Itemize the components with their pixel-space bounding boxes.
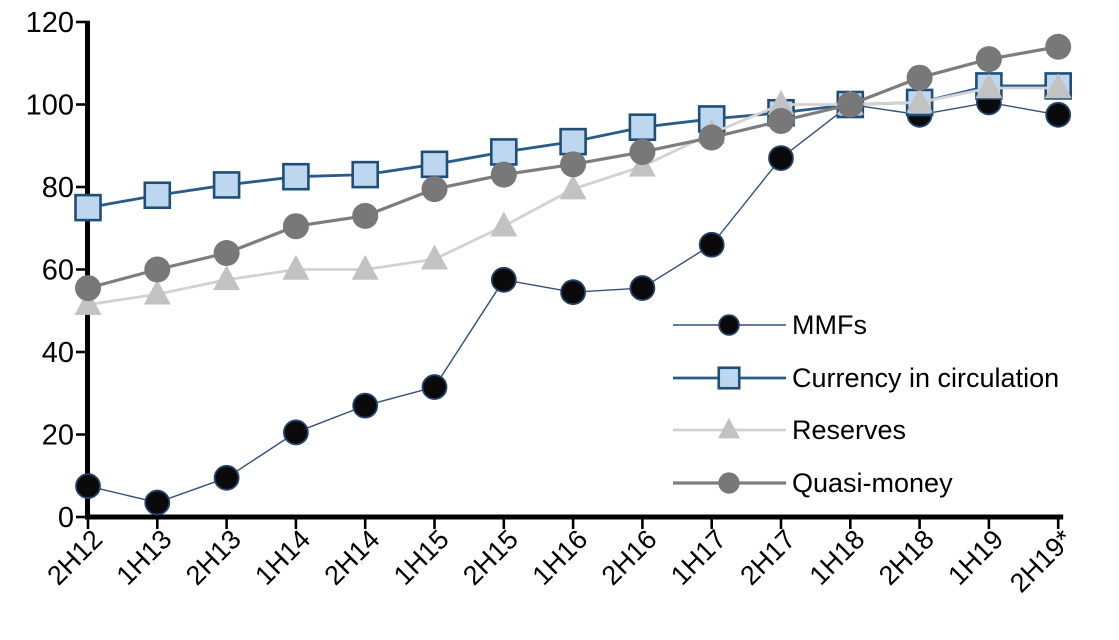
y-tick-label: 120 [26, 7, 74, 39]
marker-triangle [421, 244, 448, 270]
marker-triangle [559, 174, 587, 200]
marker-circle [75, 473, 101, 499]
x-tick-label: 2H17 [734, 524, 801, 591]
series-quasi-money [75, 33, 1072, 302]
x-tick-label: 2H16 [596, 524, 663, 591]
marker-circle [490, 161, 517, 188]
marker-circle [490, 266, 517, 293]
marker-circle [1045, 33, 1072, 60]
marker-circle [213, 464, 240, 491]
marker-circle [75, 275, 101, 302]
marker-square [628, 113, 657, 141]
marker-circle [837, 91, 864, 118]
marker-triangle [351, 254, 379, 280]
y-tick-label: 80 [42, 172, 74, 204]
marker-circle [421, 176, 448, 203]
marker-square [143, 181, 172, 210]
legend-label: Quasi-money [792, 468, 953, 498]
x-tick-label: 2H13 [180, 524, 247, 591]
legend-item-reserves: Reserves [673, 415, 906, 445]
legend-item-mmfs: MMFs [673, 310, 867, 340]
marker-circle [768, 108, 794, 134]
marker-triangle [975, 73, 1003, 99]
x-tick-label: 1H19 [942, 524, 1009, 591]
marker-circle [718, 472, 740, 494]
marker-circle [768, 145, 794, 172]
marker-triangle [490, 211, 518, 237]
marker-circle [282, 419, 309, 446]
x-tick-label: 2H18 [873, 524, 940, 591]
x-tick-label: 1H18 [804, 524, 871, 591]
marker-circle [560, 279, 586, 306]
marker-triangle [717, 418, 741, 439]
x-tick-label: 2H15 [457, 524, 524, 591]
marker-circle [698, 124, 725, 151]
x-tick-label: 1H15 [388, 524, 455, 591]
x-tick-label: 1H14 [249, 524, 316, 591]
marker-square [282, 162, 310, 191]
y-tick-label: 40 [42, 337, 74, 369]
marker-triangle [1044, 73, 1072, 99]
x-tick-label: 1H17 [665, 524, 732, 591]
marker-circle [906, 64, 933, 91]
legend-item-quasi-money: Quasi-money [673, 468, 953, 498]
marker-circle [1045, 101, 1072, 128]
marker-circle [421, 374, 448, 400]
marker-circle [352, 392, 379, 419]
marker-triangle [74, 289, 102, 315]
series-mmfs [75, 89, 1072, 516]
legend-label: MMFs [792, 310, 867, 340]
y-tick-label: 100 [26, 90, 74, 122]
legend: MMFs Currency in circulation Reserves Quasi… [673, 310, 1059, 498]
legend-item-currency-in-circulation: Currency in circulation [673, 363, 1059, 393]
marker-circle [698, 231, 725, 258]
marker-square [351, 160, 380, 189]
marker-triangle [213, 265, 241, 291]
x-tick-label: 2H19* [1004, 524, 1079, 599]
marker-triangle [143, 279, 171, 305]
legend-label: Reserves [792, 415, 906, 445]
y-tick-label: 20 [42, 420, 74, 452]
marker-circle [144, 256, 171, 283]
x-tick-label: 2H14 [319, 524, 386, 591]
x-tick-label: 1H13 [111, 524, 178, 591]
marker-circle [629, 138, 656, 165]
marker-circle [975, 46, 1002, 73]
y-axis: 0 20 40 60 80 100 120 [26, 7, 90, 534]
x-axis: 2H12 1H13 2H13 1H14 2H14 1H15 2H15 1H16 2H16 1H17… [41, 517, 1079, 599]
marker-circle [560, 151, 587, 178]
marker-square [559, 127, 587, 156]
marker-triangle [282, 254, 310, 280]
marker-circle [629, 275, 656, 301]
marker-circle [144, 489, 171, 516]
marker-square [489, 138, 518, 166]
marker-square [420, 150, 449, 179]
marker-circle [282, 213, 309, 240]
marker-square [74, 193, 102, 222]
marker-circle [352, 202, 379, 229]
marker-circle [213, 240, 240, 266]
x-tick-label: 1H16 [526, 524, 593, 591]
y-tick-label: 0 [58, 502, 74, 534]
marker-triangle [906, 87, 934, 113]
y-tick-label: 60 [42, 255, 74, 287]
x-tick-label: 2H12 [41, 524, 108, 591]
legend-label: Currency in circulation [792, 363, 1059, 393]
marker-circle [718, 314, 740, 336]
marker-square [717, 366, 741, 390]
marker-triangle [767, 89, 795, 115]
marker-square [212, 171, 241, 199]
